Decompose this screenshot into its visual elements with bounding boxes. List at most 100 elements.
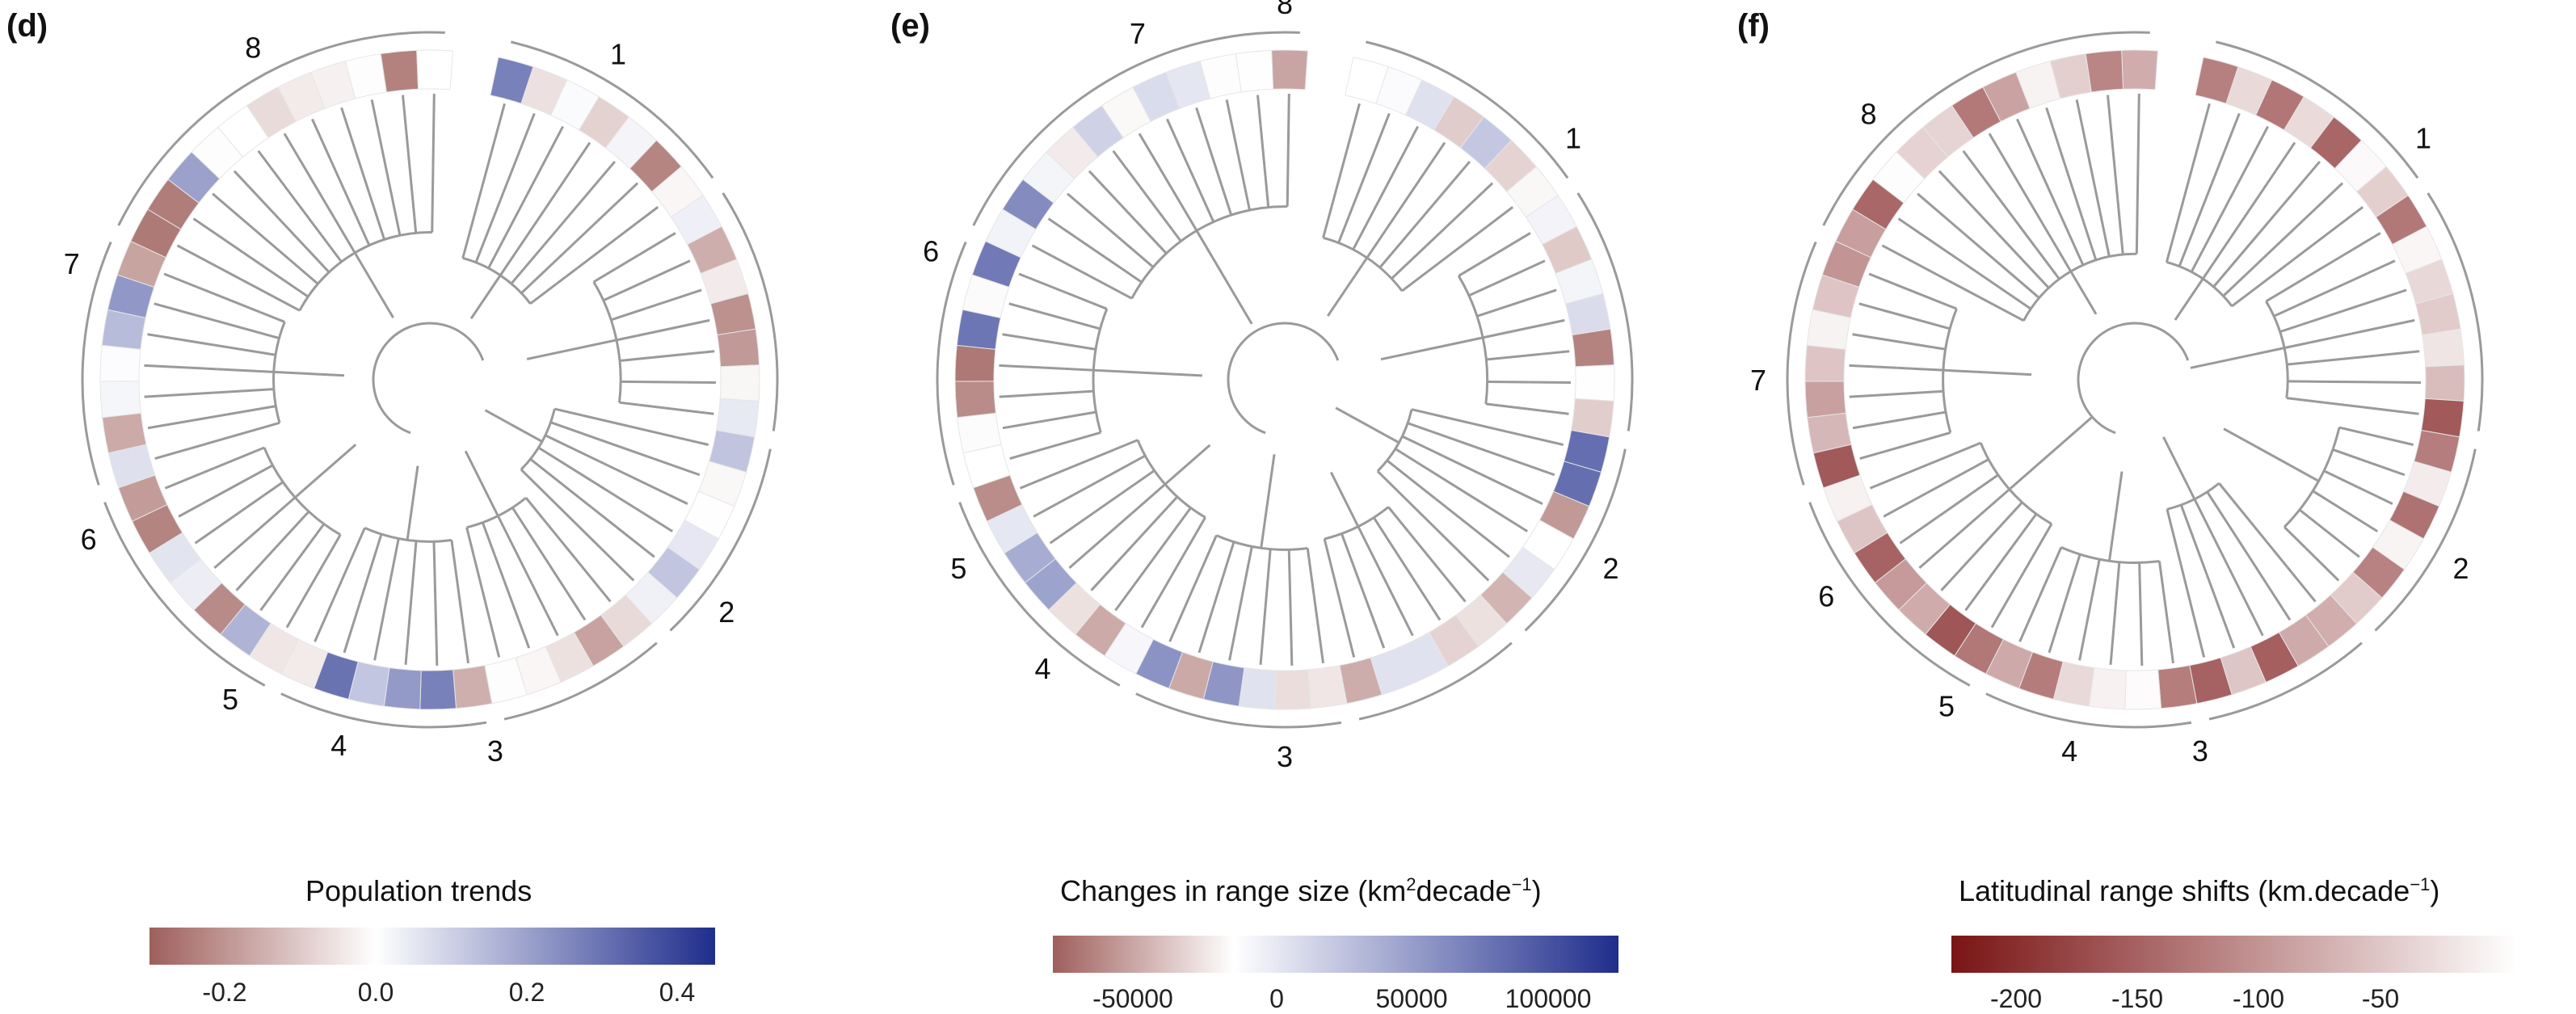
tree-branch [2175, 279, 2203, 320]
tree-branch [2280, 299, 2379, 331]
tree-branch [1388, 507, 1408, 531]
tree-branch [1227, 99, 1240, 162]
clade-label: 4 [1034, 652, 1050, 685]
tree-branch [1002, 334, 1055, 343]
tree-branch [2166, 212, 2180, 263]
tree-branch [1307, 548, 1314, 593]
clade-label: 3 [2192, 734, 2208, 768]
tree-branch [490, 621, 499, 658]
tree-branch [557, 162, 615, 229]
tree-branch [2284, 527, 2305, 548]
tree-branch [186, 340, 276, 355]
tree-branch [1186, 517, 1205, 550]
tree-branch [1067, 194, 1106, 227]
tree-branch [1067, 293, 1107, 309]
trait-tile [453, 666, 492, 709]
trait-tile [1308, 666, 1347, 709]
tree-branch [312, 119, 341, 183]
clade-label: 6 [923, 235, 939, 268]
tree-branch [639, 405, 713, 414]
tree-branch [482, 103, 504, 187]
tree-branch [1069, 514, 1131, 568]
tree-branch [1093, 370, 1202, 376]
tree-branch [1288, 94, 1289, 148]
tree-branch [2049, 596, 2067, 653]
tree-branch [2305, 548, 2338, 580]
tree-branch [1541, 351, 1570, 355]
tree-branch [2191, 348, 2284, 368]
colorbar-tick: 0.0 [358, 978, 394, 1008]
tree-branch [373, 323, 483, 433]
tree-branch [578, 207, 658, 267]
tree-branch [148, 420, 194, 428]
tree-branch [164, 274, 260, 312]
tree-branch [1000, 393, 1074, 398]
trait-tile [2422, 329, 2464, 367]
tree-branch [1383, 574, 1413, 636]
tree-branch [1513, 320, 1564, 330]
clade-label: 2 [718, 595, 734, 629]
tree-branch [1882, 246, 1953, 284]
tree-branch [1023, 412, 1096, 424]
tree-branch [342, 107, 369, 192]
tree-branch [1436, 499, 1509, 557]
tree-branch [1860, 453, 1879, 459]
tree-branch [511, 229, 557, 284]
colorbar-tick: 0.4 [659, 978, 695, 1008]
tree-branch [179, 504, 202, 517]
tree-branch [355, 253, 393, 318]
tree-branch [1381, 338, 1483, 360]
tree-branch [1339, 186, 1362, 243]
tree-branch [260, 571, 288, 610]
colorbar-title-sup2: −1 [1512, 874, 1532, 894]
tree-branch [1199, 587, 1219, 652]
colorbar-f [1951, 936, 2517, 973]
tree-branch [1530, 382, 1571, 383]
tree-branch [464, 633, 468, 663]
tree-branch [213, 389, 274, 393]
tree-branch [406, 130, 416, 233]
tree-branch [2339, 541, 2359, 557]
tree-branch [260, 312, 284, 322]
tree-branch [407, 466, 418, 541]
tree-branch [1197, 230, 1252, 323]
tree-branch [1033, 488, 1086, 517]
clade-label: 3 [1277, 740, 1293, 773]
tree-branch [2167, 509, 2181, 564]
tree-branch [243, 253, 308, 297]
tree-branch [1113, 440, 1138, 450]
tree-branch [2381, 466, 2405, 474]
tree-branch [1458, 253, 1496, 276]
colorbar-tick: -50000 [1092, 984, 1173, 1014]
tree-branch [147, 334, 186, 341]
tree-branch [260, 498, 295, 528]
tree-branch [1953, 283, 2023, 320]
tree-branch [465, 451, 498, 515]
tree-branch [1884, 493, 1927, 516]
tree-branch [360, 534, 381, 604]
tree-branch [594, 255, 639, 281]
tree-branch [2275, 143, 2295, 171]
tree-branch [1092, 540, 1139, 591]
tree-branch [1985, 514, 2036, 583]
colorbar-tick: 0 [1269, 984, 1284, 1014]
trait-tile [100, 345, 141, 381]
tree-branch [1164, 176, 1197, 231]
tree-branch [2242, 595, 2262, 636]
tree-branch [2078, 323, 2188, 433]
colorbar-title: Population trends [305, 874, 532, 908]
tree-branch [1131, 484, 1165, 513]
tree-branch [1400, 127, 1418, 161]
tree-branch [530, 459, 591, 507]
tree-branch [512, 507, 564, 587]
tree-branch [1992, 573, 2023, 628]
trait-tile [718, 329, 760, 367]
tree-branch [1852, 334, 1904, 343]
tree-branch [1924, 412, 1946, 416]
trait-tile [2125, 670, 2161, 709]
tree-branch [1261, 594, 1266, 665]
tree-branch [2355, 431, 2414, 444]
tree-branch [2180, 103, 2209, 212]
colorbar-title-main: Changes in range size (km [1060, 874, 1406, 907]
